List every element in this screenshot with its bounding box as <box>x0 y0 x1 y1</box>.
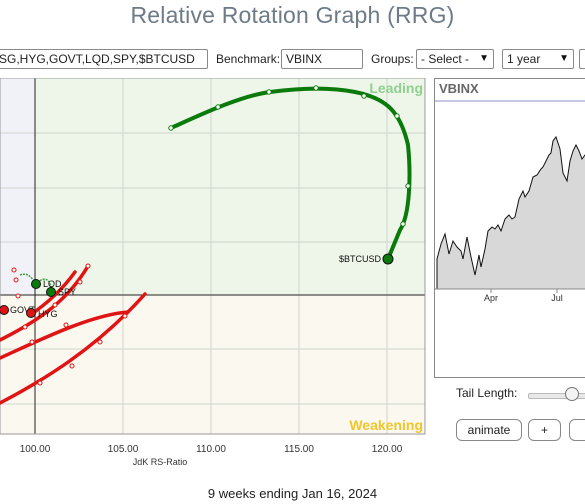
improving-quadrant <box>0 78 35 295</box>
page-title: Relative Rotation Graph (RRG) <box>130 2 455 28</box>
govt-label: GOVT <box>10 305 36 315</box>
hyg-point[interactable] <box>26 308 36 318</box>
btcusd-tail[interactable] <box>169 86 412 261</box>
plot-border <box>0 78 426 435</box>
red-tail-2[interactable] <box>0 310 130 360</box>
rrg-chart[interactable]: Leading Weakening $BTCUSD LQD SPY GOVT H… <box>0 78 430 478</box>
x-tick-label: 105.00 <box>108 444 139 455</box>
next-control-button[interactable] <box>569 419 585 441</box>
leading-quadrant <box>35 78 425 295</box>
x-tick-label: 120.00 <box>372 444 403 455</box>
hyg-label: HYG <box>38 309 58 319</box>
groups-label: Groups: <box>371 52 414 66</box>
weakening-label: Weakening <box>349 417 423 433</box>
chevron-down-icon: ▼ <box>479 53 489 64</box>
x-tick-label: 115.00 <box>284 444 314 455</box>
plus-button[interactable]: + <box>528 419 561 441</box>
benchmark-input[interactable]: VBINX <box>281 49 363 69</box>
symbols-input[interactable]: SG,HYG,GOVT,LQD,SPY,$BTCUSD <box>0 49 208 69</box>
chevron-down-icon: ▼ <box>559 53 569 64</box>
price-chart-title: VBINX <box>439 81 479 96</box>
x-tick-label: 100.00 <box>20 444 51 455</box>
groups-select[interactable]: - Select - ▼ <box>416 49 494 69</box>
red-tail-points <box>11 263 128 386</box>
x-tick-label: 110.00 <box>196 444 226 455</box>
btcusd-label: $BTCUSD <box>339 254 382 264</box>
benchmark-label: Benchmark: <box>216 52 281 66</box>
period-select[interactable]: 1 year ▼ <box>502 49 574 69</box>
spy-label: SPY <box>58 287 76 297</box>
period-footer: 9 weeks ending Jan 16, 2024 <box>207 486 378 501</box>
lqd-label: LQD <box>43 279 62 289</box>
spy-point[interactable] <box>46 287 56 297</box>
price-x-tick: Jul <box>551 293 563 303</box>
groups-select-value: - Select - <box>421 52 470 66</box>
lagging-quadrant <box>0 295 35 434</box>
btcusd-point[interactable] <box>382 253 394 265</box>
weakening-quadrant <box>35 295 425 434</box>
price-x-tick: Apr <box>484 293 498 303</box>
govt-point[interactable] <box>0 305 9 315</box>
price-area <box>436 135 585 290</box>
leading-label: Leading <box>369 80 423 96</box>
price-chart-svg: Apr Jul <box>435 100 585 303</box>
x-axis-label: JdK RS-Ratio <box>133 457 188 467</box>
period-select-value: 1 year <box>507 52 541 66</box>
lqd-point[interactable] <box>31 279 41 289</box>
animate-button[interactable]: animate <box>456 419 522 441</box>
btcusd-tail-points <box>168 85 411 227</box>
grid <box>0 78 425 434</box>
red-tail-3[interactable] <box>0 264 90 342</box>
benchmark-price-chart: VBINX Apr Jul <box>434 78 585 378</box>
tail-length-label: Tail Length: <box>456 386 518 400</box>
tail-length-slider-track[interactable] <box>528 393 585 399</box>
more-select[interactable] <box>579 49 585 69</box>
tail-length-slider-handle[interactable] <box>565 387 579 401</box>
